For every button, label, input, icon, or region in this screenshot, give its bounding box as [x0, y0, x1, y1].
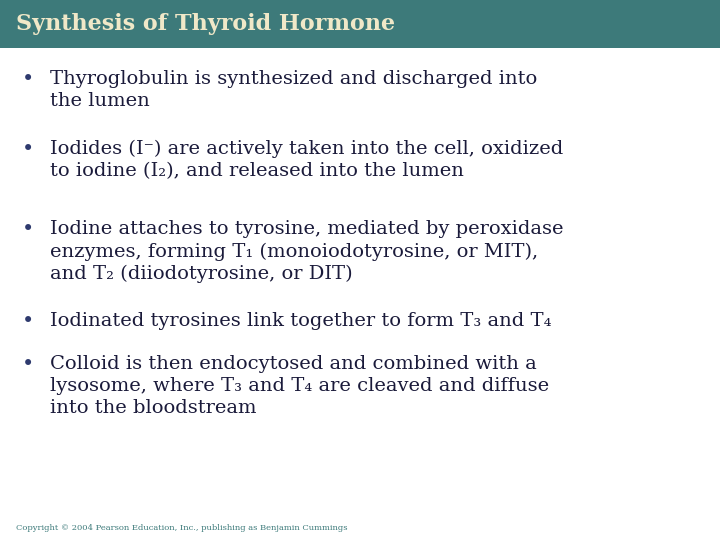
- Text: Copyright © 2004 Pearson Education, Inc., publishing as Benjamin Cummings: Copyright © 2004 Pearson Education, Inc.…: [16, 524, 348, 532]
- Text: Iodine attaches to tyrosine, mediated by peroxidase
enzymes, forming T₁ (monoiod: Iodine attaches to tyrosine, mediated by…: [50, 220, 564, 283]
- Text: •: •: [22, 140, 35, 159]
- Text: •: •: [22, 220, 35, 239]
- Text: •: •: [22, 355, 35, 374]
- Text: •: •: [22, 70, 35, 89]
- Text: Thyroglobulin is synthesized and discharged into
the lumen: Thyroglobulin is synthesized and dischar…: [50, 70, 537, 110]
- Text: Colloid is then endocytosed and combined with a
lysosome, where T₃ and T₄ are cl: Colloid is then endocytosed and combined…: [50, 355, 549, 417]
- Text: •: •: [22, 312, 35, 331]
- Text: Synthesis of Thyroid Hormone: Synthesis of Thyroid Hormone: [16, 13, 395, 35]
- Text: Iodides (I⁻) are actively taken into the cell, oxidized
to iodine (I₂), and rele: Iodides (I⁻) are actively taken into the…: [50, 140, 563, 180]
- Text: Iodinated tyrosines link together to form T₃ and T₄: Iodinated tyrosines link together to for…: [50, 312, 552, 330]
- FancyBboxPatch shape: [0, 0, 720, 48]
